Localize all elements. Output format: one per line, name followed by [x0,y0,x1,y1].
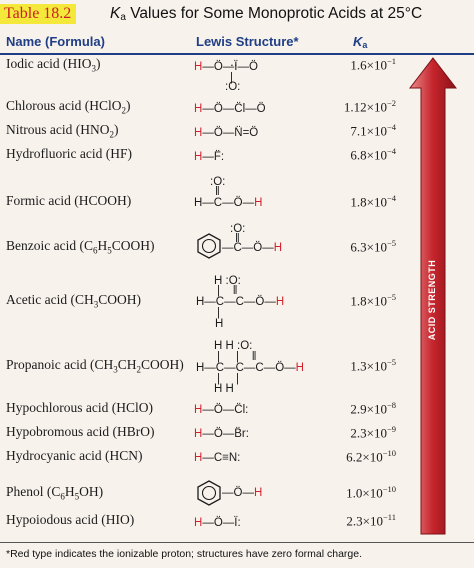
lewis-propanoic: H—C—C—C—Ö—H [196,362,304,374]
acid-name: Nitrous acid (HNO2) [6,122,119,140]
footnote: *Red type indicates the ionizable proton… [6,548,363,560]
acid-name: Acetic acid (CH3COOH) [6,292,141,310]
acid-name: Iodic acid (HIO3) [6,56,101,74]
lewis-acetic: H—C—C—Ö—H [196,296,285,308]
lewis-hypoiodous: H—Ö—Ï: [194,517,241,529]
acid-strength-arrow-icon [408,57,458,535]
footnote-rule [0,542,474,543]
lewis-formic-top: :O: [210,176,226,188]
lewis-iodic: H—Ö—Ï—Ö [194,61,258,73]
lewis-acetic-bottom: H [215,318,224,330]
acid-name: Hypobromous acid (HBrO) [6,424,155,439]
ka-value: 1.3×10−5 [350,357,396,374]
lewis-iodic-bottom: :O: [225,81,241,93]
table-title: Table 18.2 Ka Values for Some Monoprotic… [0,0,474,28]
lewis-phenol: —Ö—H [222,487,263,499]
lewis-hypobromous: H—Ö—B̈r: [194,428,249,440]
ka-value: 1.0×10−10 [346,484,396,501]
acid-name: Hypochlorous acid (HClO) [6,400,153,415]
lewis-hypochlorous: H—Ö—C̈l: [194,404,249,416]
ka-value: 6.2×10−10 [346,448,396,465]
lewis-formic-double: ‖ [215,186,220,198]
table-number-tag: Table 18.2 [0,4,77,24]
lewis-propanoic-bottom: H H [214,383,234,395]
table-title-text: Ka Values for Some Monoprotic Acids at 2… [110,5,423,23]
ka-value: 1.8×10−5 [350,292,396,309]
ka-value: 2.3×10−11 [346,512,396,529]
acid-strength-label: ACID STRENGTH [427,259,437,341]
ka-value: 1.6×10−1 [350,56,396,73]
lewis-iodic-bond: | [230,72,233,84]
acid-name: Hypoiodous acid (HIO) [6,512,135,527]
lewis-benzoic-double: ‖ [235,233,240,245]
ka-value: 6.3×10−5 [350,238,396,255]
lewis-chlorous: H—Ö—C̈l—Ö [194,103,266,115]
lewis-acetic-bonds-top: | ‖ [217,285,238,297]
lewis-nitrous: H—Ö—N̈=Ö [194,127,259,139]
lewis-propanoic-top: H H :O: [214,340,253,352]
lewis-iodic-top: ‥ [230,57,238,69]
acid-name: Phenol (C6H5OH) [6,484,104,502]
benzene-ring-icon [197,233,221,259]
lewis-benzoic: —C—Ö—H [222,242,283,254]
lewis-propanoic-bonds-top: | | ‖ [217,351,257,363]
lewis-acetic-bond-bottom: | [217,307,220,319]
lewis-acetic-top: H :O: [214,275,241,287]
lewis-benzoic-top: :O: [230,223,246,235]
header-ka: Ka [353,34,368,50]
lewis-propanoic-bonds-bottom: | | [217,373,239,385]
ka-value: 7.1×10−4 [350,122,396,139]
acid-name: Chlorous acid (HClO2) [6,98,131,116]
acid-name: Benzoic acid (C6H5COOH) [6,238,155,256]
acid-name: Hydrofluoric acid (HF) [6,146,132,161]
header-name: Name (Formula) [6,34,105,49]
acid-name: Formic acid (HCOOH) [6,193,132,208]
ka-value: 2.3×10−9 [350,424,396,441]
acid-name: Propanoic acid (CH3CH2COOH) [6,357,184,375]
lewis-formic: H—C—Ö—H [194,197,263,209]
lewis-hydrocyanic: H—C≡N: [194,452,241,464]
header-lewis: Lewis Structure* [196,34,299,49]
benzene-ring-icon [197,480,221,506]
header-rule [0,53,474,55]
ka-value: 1.8×10−4 [350,193,396,210]
ka-value: 2.9×10−8 [350,400,396,417]
lewis-hf: H—F̈: [194,151,225,163]
acid-name: Hydrocyanic acid (HCN) [6,448,143,463]
ka-value: 6.8×10−4 [350,146,396,163]
ka-value: 1.12×10−2 [343,98,396,115]
